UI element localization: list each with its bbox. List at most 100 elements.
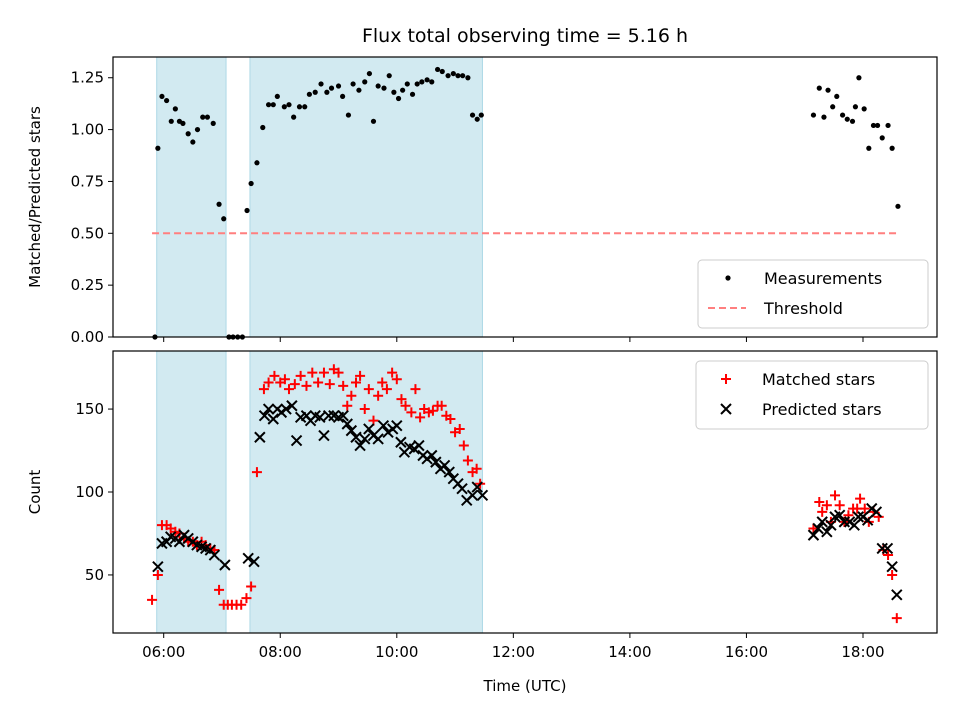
matched-star-point xyxy=(263,377,274,388)
measurement-point xyxy=(340,93,346,100)
matched-star-point xyxy=(821,500,832,511)
predicted-star-point xyxy=(886,560,898,573)
measurement-point xyxy=(866,145,872,151)
measurement-point xyxy=(439,68,445,75)
matched-star-point xyxy=(454,423,465,434)
measurement-point xyxy=(185,131,191,137)
measurement-point xyxy=(356,87,362,93)
measurement-point xyxy=(335,83,342,89)
matched-star-point xyxy=(462,455,473,466)
measurement-point xyxy=(210,120,216,126)
bottom-y-axis-label: Count xyxy=(26,470,44,515)
measurement-point xyxy=(889,145,895,151)
matched-star-point xyxy=(241,593,252,604)
measurement-point xyxy=(190,139,196,145)
predicted-star-point xyxy=(254,431,266,443)
predicted-star-point xyxy=(337,409,349,422)
measurement-point xyxy=(159,93,165,100)
predicted-star-point xyxy=(286,400,298,412)
predicted-star-point xyxy=(280,403,292,415)
matched-star-point xyxy=(400,400,411,411)
measurement-point xyxy=(312,89,318,95)
predicted-star-point xyxy=(456,482,468,495)
measurement-point xyxy=(469,112,476,118)
measurement-point xyxy=(291,114,297,120)
y-tick-label: 1.00 xyxy=(71,121,104,139)
measurement-point xyxy=(244,207,250,214)
measurement-point xyxy=(419,79,425,85)
legend-entry: Measurements xyxy=(725,269,882,288)
matched-star-point xyxy=(313,377,324,388)
matched-stars-points xyxy=(147,364,902,624)
measurement-point xyxy=(345,112,352,118)
matched-star-point xyxy=(318,367,329,378)
measurement-point xyxy=(328,85,335,91)
predicted-star-point xyxy=(438,459,451,472)
measurement-point xyxy=(885,122,891,129)
observing-window-0 xyxy=(156,350,227,634)
matched-star-point xyxy=(410,384,421,395)
legend-entry: Matched stars xyxy=(721,370,875,389)
bottom-legend: Matched stars Predicted stars xyxy=(695,360,929,430)
predicted-star-point xyxy=(861,514,874,526)
predicted-star-point xyxy=(891,589,903,601)
x-tick-label: 06:00 xyxy=(142,643,185,661)
measurement-point xyxy=(265,102,272,108)
predicted-star-point xyxy=(359,433,371,445)
measurement-point xyxy=(281,104,287,110)
matched-star-point xyxy=(251,467,262,478)
measurement-point xyxy=(465,75,471,81)
predicted-star-point xyxy=(443,466,455,478)
measurement-point xyxy=(861,106,867,112)
measurement-point xyxy=(424,77,430,83)
matched-star-point xyxy=(295,370,306,381)
predicted-star-point xyxy=(363,423,375,435)
measurement-point xyxy=(302,104,308,110)
legend-box xyxy=(695,360,929,430)
predicted-star-point xyxy=(377,419,390,432)
measurement-point xyxy=(221,216,227,222)
matched-star-point xyxy=(246,581,257,592)
top-axes: 0.00 0.25 0.50 0.75 1.00 1.25 xyxy=(71,56,938,346)
y-tick-label: 1.25 xyxy=(71,69,104,87)
chart-title: Flux total observing time = 5.16 h xyxy=(362,25,688,47)
measurement-point xyxy=(460,73,466,79)
bottom-panel-count: 50 100 150 06:00 08:00 10:00 12:00 14:00 16:00 18… xyxy=(26,350,938,661)
matched-star-point xyxy=(445,414,456,425)
legend-marker-swatch xyxy=(721,374,731,384)
top-y-axis-label: Matched/Predicted stars xyxy=(26,106,44,288)
measurement-point xyxy=(350,81,356,87)
predicted-star-point xyxy=(413,439,425,452)
predicted-star-point xyxy=(812,522,824,535)
measurement-point xyxy=(155,145,161,151)
predicted-star-point xyxy=(372,433,384,445)
measurement-point xyxy=(254,160,260,166)
matched-star-point xyxy=(883,550,894,561)
measurement-point xyxy=(895,203,901,209)
matched-star-point xyxy=(859,503,870,514)
predicted-star-point xyxy=(262,403,275,415)
measurement-point xyxy=(180,120,186,126)
y-tick-label: 150 xyxy=(75,400,104,418)
measurement-point xyxy=(429,79,435,85)
matched-star-point xyxy=(436,400,447,411)
predicted-star-point xyxy=(354,439,366,452)
y-tick-label: 0.25 xyxy=(71,276,104,294)
matched-star-point xyxy=(814,496,825,507)
measurement-point xyxy=(381,85,387,91)
matched-star-point xyxy=(817,506,828,517)
y-tick-label: 100 xyxy=(75,483,104,501)
matched-star-point xyxy=(342,400,353,411)
measurement-point xyxy=(386,73,392,79)
legend-label: Measurements xyxy=(764,269,882,288)
predicted-star-point xyxy=(350,431,362,443)
matched-star-point xyxy=(351,377,362,388)
measurement-point xyxy=(395,95,402,102)
measurement-point xyxy=(474,116,480,122)
measurement-point xyxy=(849,118,856,124)
matched-star-point xyxy=(236,599,247,610)
predicted-star-point xyxy=(852,511,865,523)
matched-star-point xyxy=(855,493,866,504)
predicted-star-point xyxy=(395,436,407,448)
measurement-point xyxy=(318,81,324,87)
